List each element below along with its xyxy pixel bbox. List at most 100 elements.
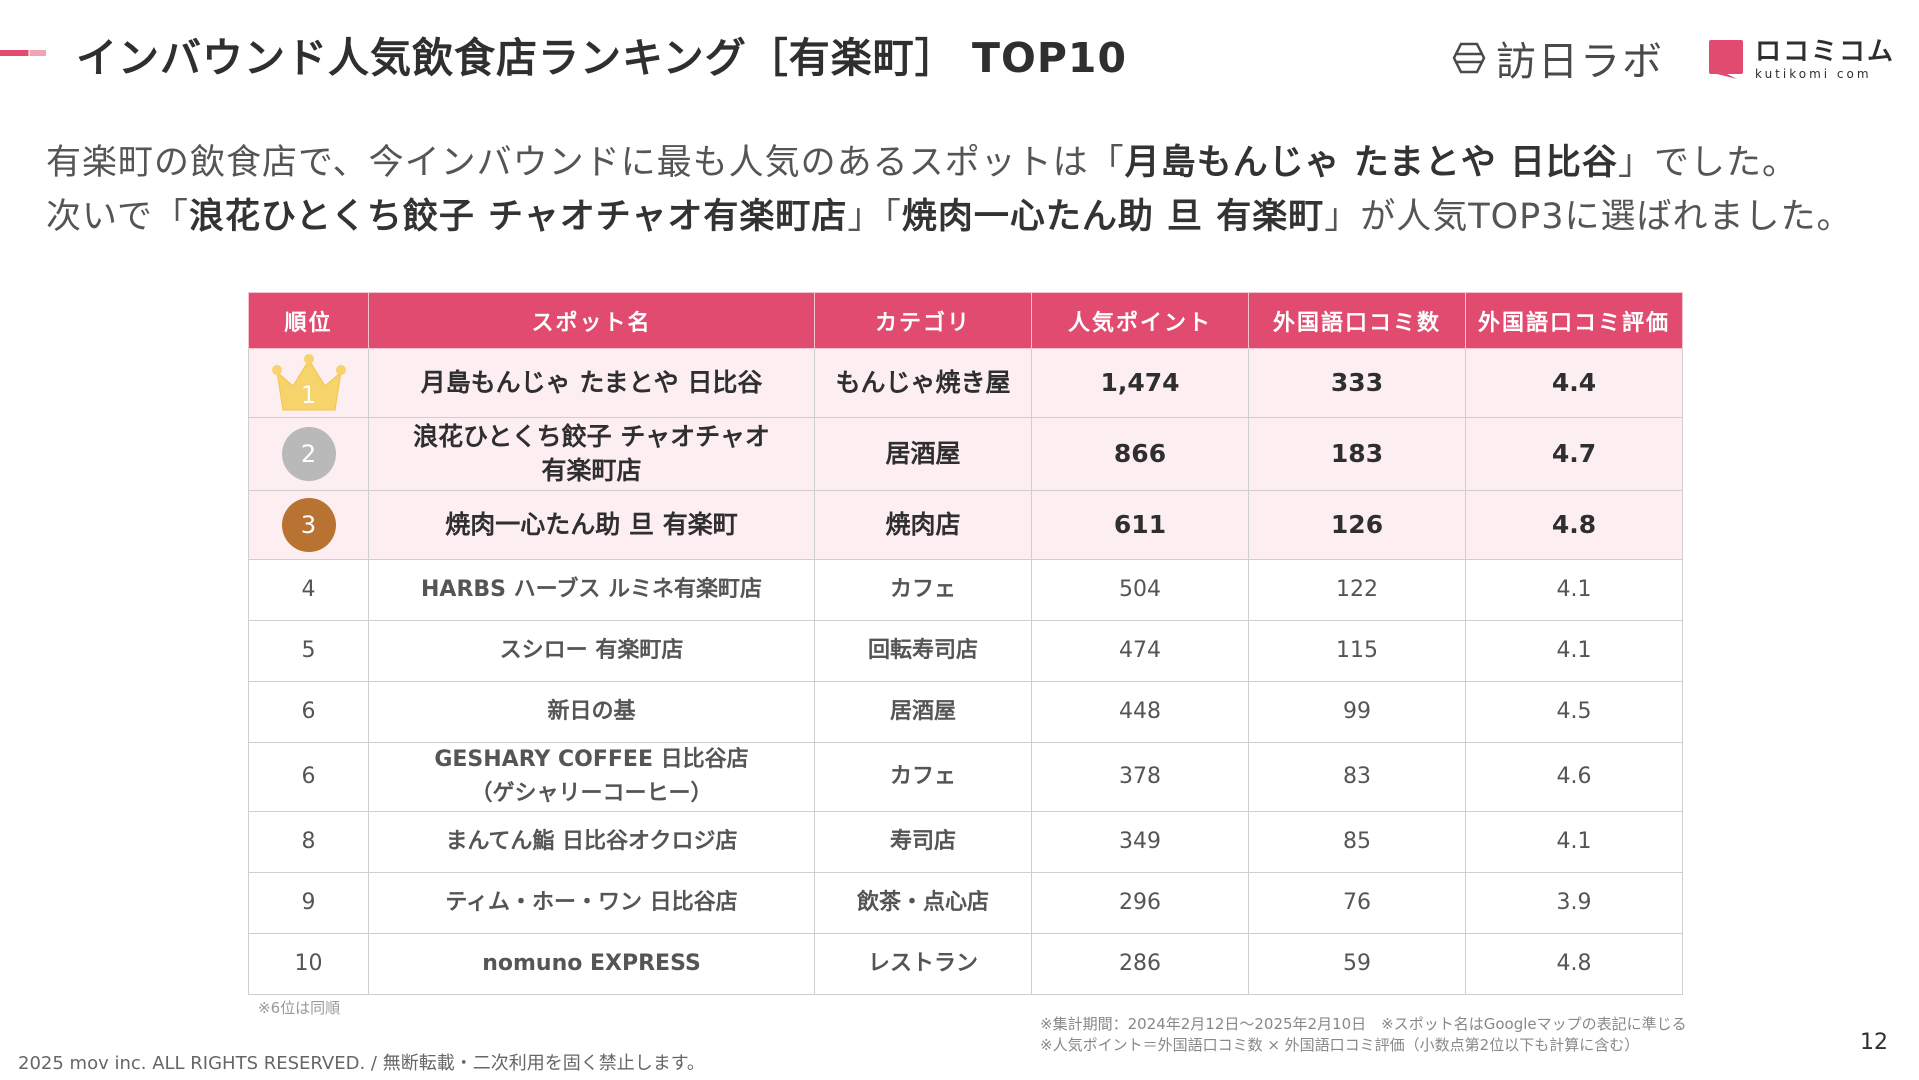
lead-text-part: 」でした。 (1617, 143, 1798, 183)
table-row: 9 ティム・ホー・ワン 日比谷店 飲茶・点心店 296 76 3.9 (248, 872, 1683, 934)
kuchikomi-logo-subtext: kutikomi com (1755, 67, 1872, 81)
rank-cell: 1 (248, 348, 369, 418)
table-row: 3 焼肉一心たん助 旦 有楽町 焼肉店 611 126 4.8 (248, 490, 1683, 560)
lead-highlight: 浪花ひとくち餃子 チャオチャオ有楽町店 (188, 197, 848, 237)
rating: 4.7 (1465, 417, 1683, 491)
rank-cell: 5 (248, 620, 369, 682)
points: 378 (1031, 742, 1249, 812)
spot-name: 焼肉一心たん助 旦 有楽町 (368, 490, 815, 560)
rating: 3.9 (1465, 872, 1683, 934)
points: 1,474 (1031, 348, 1249, 418)
points: 866 (1031, 417, 1249, 491)
page-title: インバウンド人気飲食店ランキング［有楽町］ TOP10 (76, 34, 1127, 82)
rating: 4.1 (1465, 559, 1683, 621)
spot-name-line: 有楽町店 (541, 456, 642, 485)
points: 474 (1031, 620, 1249, 682)
points: 504 (1031, 559, 1249, 621)
category: 飲茶・点心店 (814, 872, 1032, 934)
review-count: 76 (1248, 872, 1466, 934)
lead-text-part: 」が人気TOP3に選ばれました。 (1324, 197, 1853, 237)
review-count: 115 (1248, 620, 1466, 682)
table-row: 5 スシロー 有楽町店 回転寿司店 474 115 4.1 (248, 620, 1683, 682)
review-count: 99 (1248, 681, 1466, 743)
category: カフェ (814, 742, 1032, 812)
review-count: 126 (1248, 490, 1466, 560)
table-row: 2 浪花ひとくち餃子 チャオチャオ 有楽町店 居酒屋 866 183 4.7 (248, 417, 1683, 491)
spot-name: 月島もんじゃ たまとや 日比谷 (368, 348, 815, 418)
header-rank: 順位 (248, 292, 369, 349)
category: カフェ (814, 559, 1032, 621)
spot-name: nomuno EXPRESS (368, 933, 815, 995)
lead-line-1: 有楽町の飲食店で、今インバウンドに最も人気のあるスポットは「月島もんじゃ たまと… (46, 136, 1916, 190)
review-count: 59 (1248, 933, 1466, 995)
footnotes: ※集計期間：2024年2月12日〜2025年2月10日 ※スポット名はGoogl… (1040, 1014, 1687, 1056)
rating: 4.1 (1465, 620, 1683, 682)
hexagon-icon (1452, 41, 1486, 75)
lead-text-part: 有楽町の飲食店で、今インバウンドに最も人気のあるスポットは「 (46, 143, 1125, 183)
bronze-medal: 3 (281, 498, 336, 552)
rating: 4.6 (1465, 742, 1683, 812)
lead-text-part: 」「 (847, 197, 902, 237)
speech-bubble-icon (1707, 38, 1745, 80)
lead-text: 有楽町の飲食店で、今インバウンドに最も人気のあるスポットは「月島もんじゃ たまと… (46, 136, 1916, 244)
points: 349 (1031, 811, 1249, 873)
points: 286 (1031, 933, 1249, 995)
header-category: カテゴリ (814, 292, 1032, 349)
category: 寿司店 (814, 811, 1032, 873)
review-count: 83 (1248, 742, 1466, 812)
formula-note: ※人気ポイント＝外国語口コミ数 × 外国語口コミ評価（小数点第2位以下も計算に含… (1040, 1036, 1640, 1054)
spot-name: 新日の基 (368, 681, 815, 743)
hourai-lab-logo-text: 訪日ラボ (1496, 39, 1664, 85)
rank-cell: 2 (248, 417, 369, 491)
copyright: 2025 mov inc. ALL RIGHTS RESERVED. / 無断転… (18, 1053, 705, 1074)
spot-name-line: GESHARY COFFEE 日比谷店 (434, 747, 749, 772)
lead-text-part: 次いで「 (46, 197, 189, 237)
header-reviews: 外国語口コミ数 (1248, 292, 1466, 349)
rating: 4.8 (1465, 490, 1683, 560)
rank-cell: 3 (248, 490, 369, 560)
review-count: 122 (1248, 559, 1466, 621)
rating: 4.8 (1465, 933, 1683, 995)
rank-cell: 6 (248, 742, 369, 812)
header-rating: 外国語口コミ評価 (1465, 292, 1683, 349)
review-count: 183 (1248, 417, 1466, 491)
points: 611 (1031, 490, 1249, 560)
spot-name: GESHARY COFFEE 日比谷店 （ゲシャリーコーヒー） (368, 742, 815, 812)
category: レストラン (814, 933, 1032, 995)
category: 焼肉店 (814, 490, 1032, 560)
spot-name-line: 浪花ひとくち餃子 チャオチャオ (413, 422, 770, 451)
rank-cell: 10 (248, 933, 369, 995)
page-number: 12 (1860, 1030, 1888, 1055)
hourai-lab-logo: 訪日ラボ (1452, 34, 1664, 85)
tie-note: ※6位は同順 (258, 999, 341, 1017)
rating: 4.4 (1465, 348, 1683, 418)
rank-cell: 6 (248, 681, 369, 743)
category: もんじゃ焼き屋 (814, 348, 1032, 418)
category: 居酒屋 (814, 417, 1032, 491)
spot-name: スシロー 有楽町店 (368, 620, 815, 682)
rank-cell: 4 (248, 559, 369, 621)
accent-bar (0, 50, 46, 56)
kuchikomi-logo-text: ロコミコム (1755, 37, 1896, 67)
period-note: ※集計期間：2024年2月12日〜2025年2月10日 ※スポット名はGoogl… (1040, 1015, 1687, 1033)
points: 448 (1031, 681, 1249, 743)
table-row: 10 nomuno EXPRESS レストラン 286 59 4.8 (248, 933, 1683, 995)
ranking-table: 順位 スポット名 カテゴリ 人気ポイント 外国語口コミ数 外国語口コミ評価 (248, 292, 1683, 995)
spot-name: まんてん鮨 日比谷オクロジ店 (368, 811, 815, 873)
review-count: 85 (1248, 811, 1466, 873)
spot-name-line: （ゲシャリーコーヒー） (470, 781, 713, 806)
points: 296 (1031, 872, 1249, 934)
rank-cell: 8 (248, 811, 369, 873)
table-header-row: 順位 スポット名 カテゴリ 人気ポイント 外国語口コミ数 外国語口コミ評価 (248, 292, 1683, 349)
table-row: 8 まんてん鮨 日比谷オクロジ店 寿司店 349 85 4.1 (248, 811, 1683, 873)
spot-name: HARBS ハーブス ルミネ有楽町店 (368, 559, 815, 621)
category: 居酒屋 (814, 681, 1032, 743)
header-points: 人気ポイント (1031, 292, 1249, 349)
rank-cell: 9 (248, 872, 369, 934)
kuchikomi-com-logo: ロコミコム kutikomi com (1707, 34, 1895, 84)
spot-name: ティム・ホー・ワン 日比谷店 (368, 872, 815, 934)
table-row: 6 GESHARY COFFEE 日比谷店 （ゲシャリーコーヒー） カフェ 37… (248, 742, 1683, 812)
silver-medal: 2 (281, 427, 336, 481)
lead-highlight: 焼肉一心たん助 旦 有楽町 (901, 197, 1325, 237)
rank-number: 1 (300, 381, 317, 409)
